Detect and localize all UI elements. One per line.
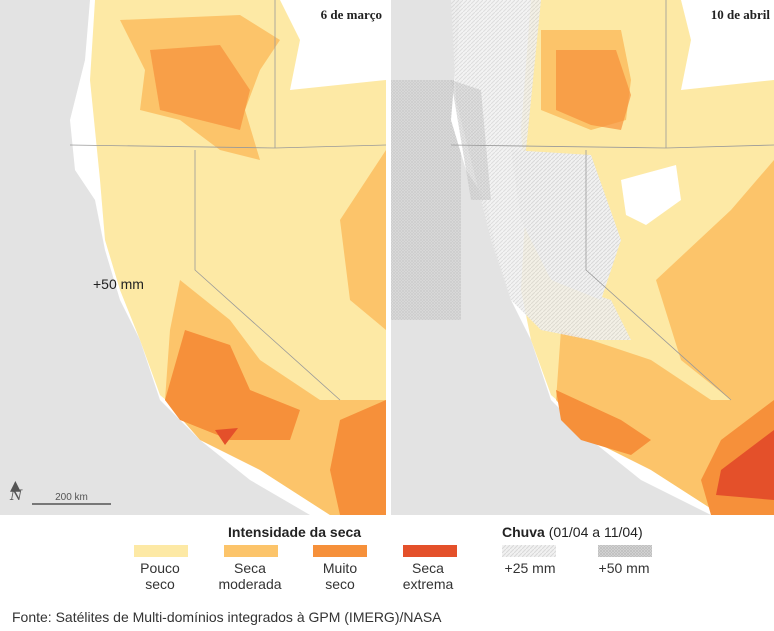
swatch-50mm [598, 545, 652, 557]
swatch-seca-extrema [403, 545, 457, 557]
map-panel-april[interactable]: 10 de abril [391, 0, 774, 515]
panel-date-title: 6 de março [320, 7, 382, 22]
swatch-seca-moderada [224, 545, 278, 557]
swatch-pouco-seco [134, 545, 188, 557]
legend-label: Seca extrema [402, 560, 454, 592]
swatch-25mm [502, 545, 556, 557]
drought-map-april [391, 0, 774, 515]
panel-date-title: 10 de abril [710, 7, 770, 22]
rain-legend-title: Chuva (01/04 a 11/04) [502, 524, 643, 540]
legend-label: Seca moderada [218, 560, 282, 592]
rain-swatches [502, 545, 652, 557]
drought-legend-title: Intensidade da seca [228, 524, 362, 540]
drought-map-march [69, 0, 386, 515]
map-panel-march[interactable]: 6 de março +50 mm ▲ N 200 km [0, 0, 386, 515]
legend-label: Muito seco [322, 560, 358, 592]
legend-label: +50 mm [598, 560, 650, 576]
legend-label: Pouco seco [140, 560, 180, 592]
rain-annotation: +50 mm [93, 276, 144, 292]
scale-bar: 200 km [32, 492, 111, 505]
swatch-muito-seco [313, 545, 367, 557]
north-arrow-icon: ▲ N [10, 478, 23, 504]
source-note: Fonte: Satélites de Multi-domínios integ… [12, 609, 442, 625]
legend-label: +25 mm [504, 560, 556, 576]
